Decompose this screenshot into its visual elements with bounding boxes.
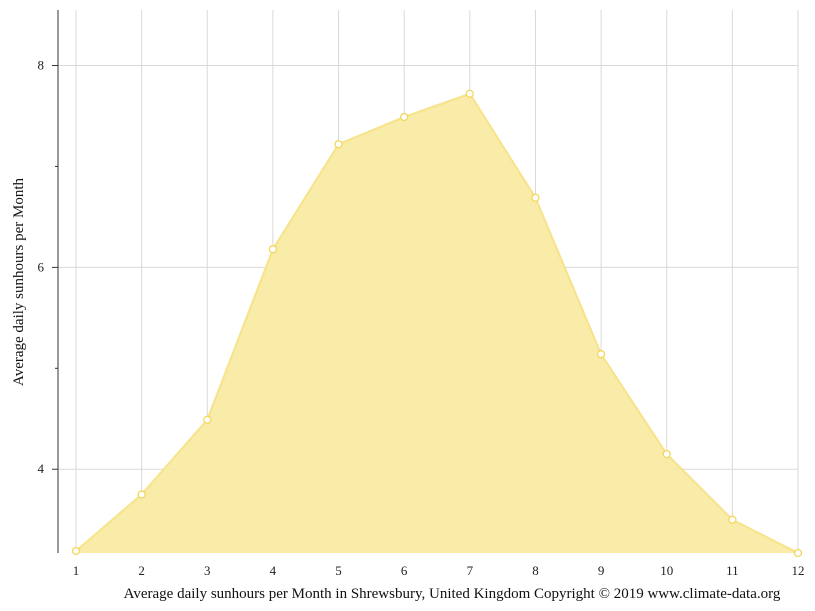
x-tick-label: 2 [138, 563, 145, 578]
data-point [334, 140, 343, 149]
x-tick-label: 12 [792, 563, 805, 578]
data-point [662, 449, 671, 459]
area-fill [76, 93, 798, 554]
y-tick-label: 8 [38, 58, 45, 73]
data-point [71, 546, 81, 556]
data-point [793, 548, 803, 558]
data-point [596, 350, 606, 359]
y-tick-label: 6 [38, 259, 45, 274]
y-tick-label: 4 [38, 461, 45, 476]
x-tick-label: 1 [73, 563, 80, 578]
x-tick-label: 6 [401, 563, 408, 578]
x-tick-label: 11 [726, 563, 739, 578]
x-axis-title: Average daily sunhours per Month in Shre… [124, 586, 781, 602]
area-series [75, 92, 799, 554]
x-tick-label: 3 [204, 563, 211, 578]
x-tick-label: 8 [532, 563, 539, 578]
x-tick-label: 5 [335, 563, 342, 578]
x-tick-label: 9 [598, 563, 605, 578]
data-point [531, 193, 540, 202]
data-point [137, 490, 146, 499]
data-point [728, 515, 737, 524]
x-tick-labels: 1 2 3 4 5 6 7 8 9 10 11 12 [73, 563, 805, 578]
data-point [203, 415, 212, 424]
data-points [71, 89, 803, 558]
area-line [75, 92, 799, 554]
x-tick-label: 7 [467, 563, 474, 578]
y-axis-title: Average daily sunhours per Month [11, 178, 27, 387]
data-point [400, 112, 409, 122]
y-tick-labels: 4 6 8 [38, 58, 58, 476]
data-point [465, 89, 474, 98]
x-tick-label: 10 [660, 563, 673, 578]
x-tick-label: 4 [270, 563, 277, 578]
data-point [268, 245, 278, 254]
